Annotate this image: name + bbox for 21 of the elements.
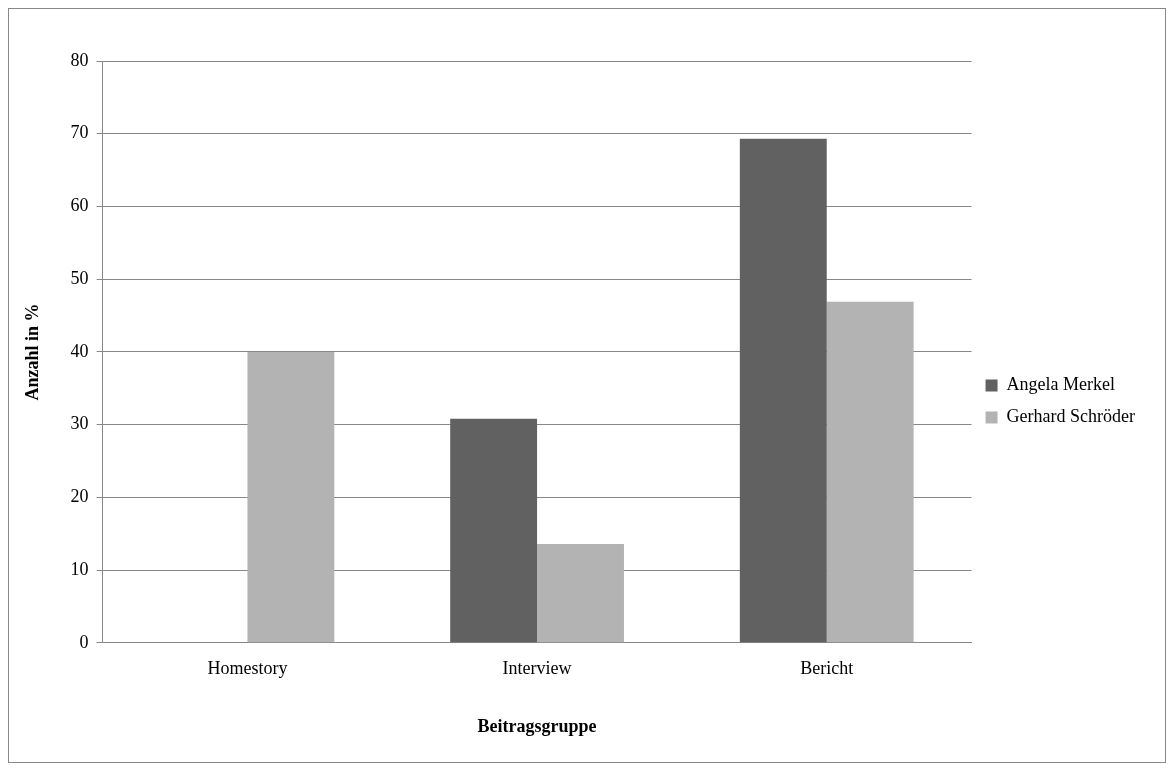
y-axis-title: Anzahl in % bbox=[22, 303, 43, 401]
x-tick-label: Homestory bbox=[207, 658, 288, 679]
y-tick-label: 40 bbox=[70, 340, 89, 361]
bar bbox=[537, 543, 624, 643]
x-tick-label: Interview bbox=[502, 658, 572, 679]
y-tick-label: 80 bbox=[70, 49, 89, 70]
x-tick-label: Bericht bbox=[800, 658, 854, 679]
bar bbox=[247, 351, 335, 643]
x-axis-title: Beitragsgruppe bbox=[477, 715, 597, 736]
y-tick-label: 0 bbox=[79, 631, 89, 652]
y-tick-label: 50 bbox=[70, 267, 89, 288]
y-tick-label: 30 bbox=[70, 413, 89, 434]
bar bbox=[450, 418, 538, 643]
legend-label: Angela Merkel bbox=[1006, 374, 1116, 395]
bar bbox=[739, 138, 827, 643]
y-tick-label: 60 bbox=[70, 195, 89, 216]
bar bbox=[826, 301, 914, 643]
legend-label: Gerhard Schröder bbox=[1006, 406, 1136, 427]
y-tick-label: 20 bbox=[70, 486, 89, 507]
y-tick-label: 70 bbox=[70, 122, 89, 143]
y-tick-label: 10 bbox=[70, 558, 89, 579]
